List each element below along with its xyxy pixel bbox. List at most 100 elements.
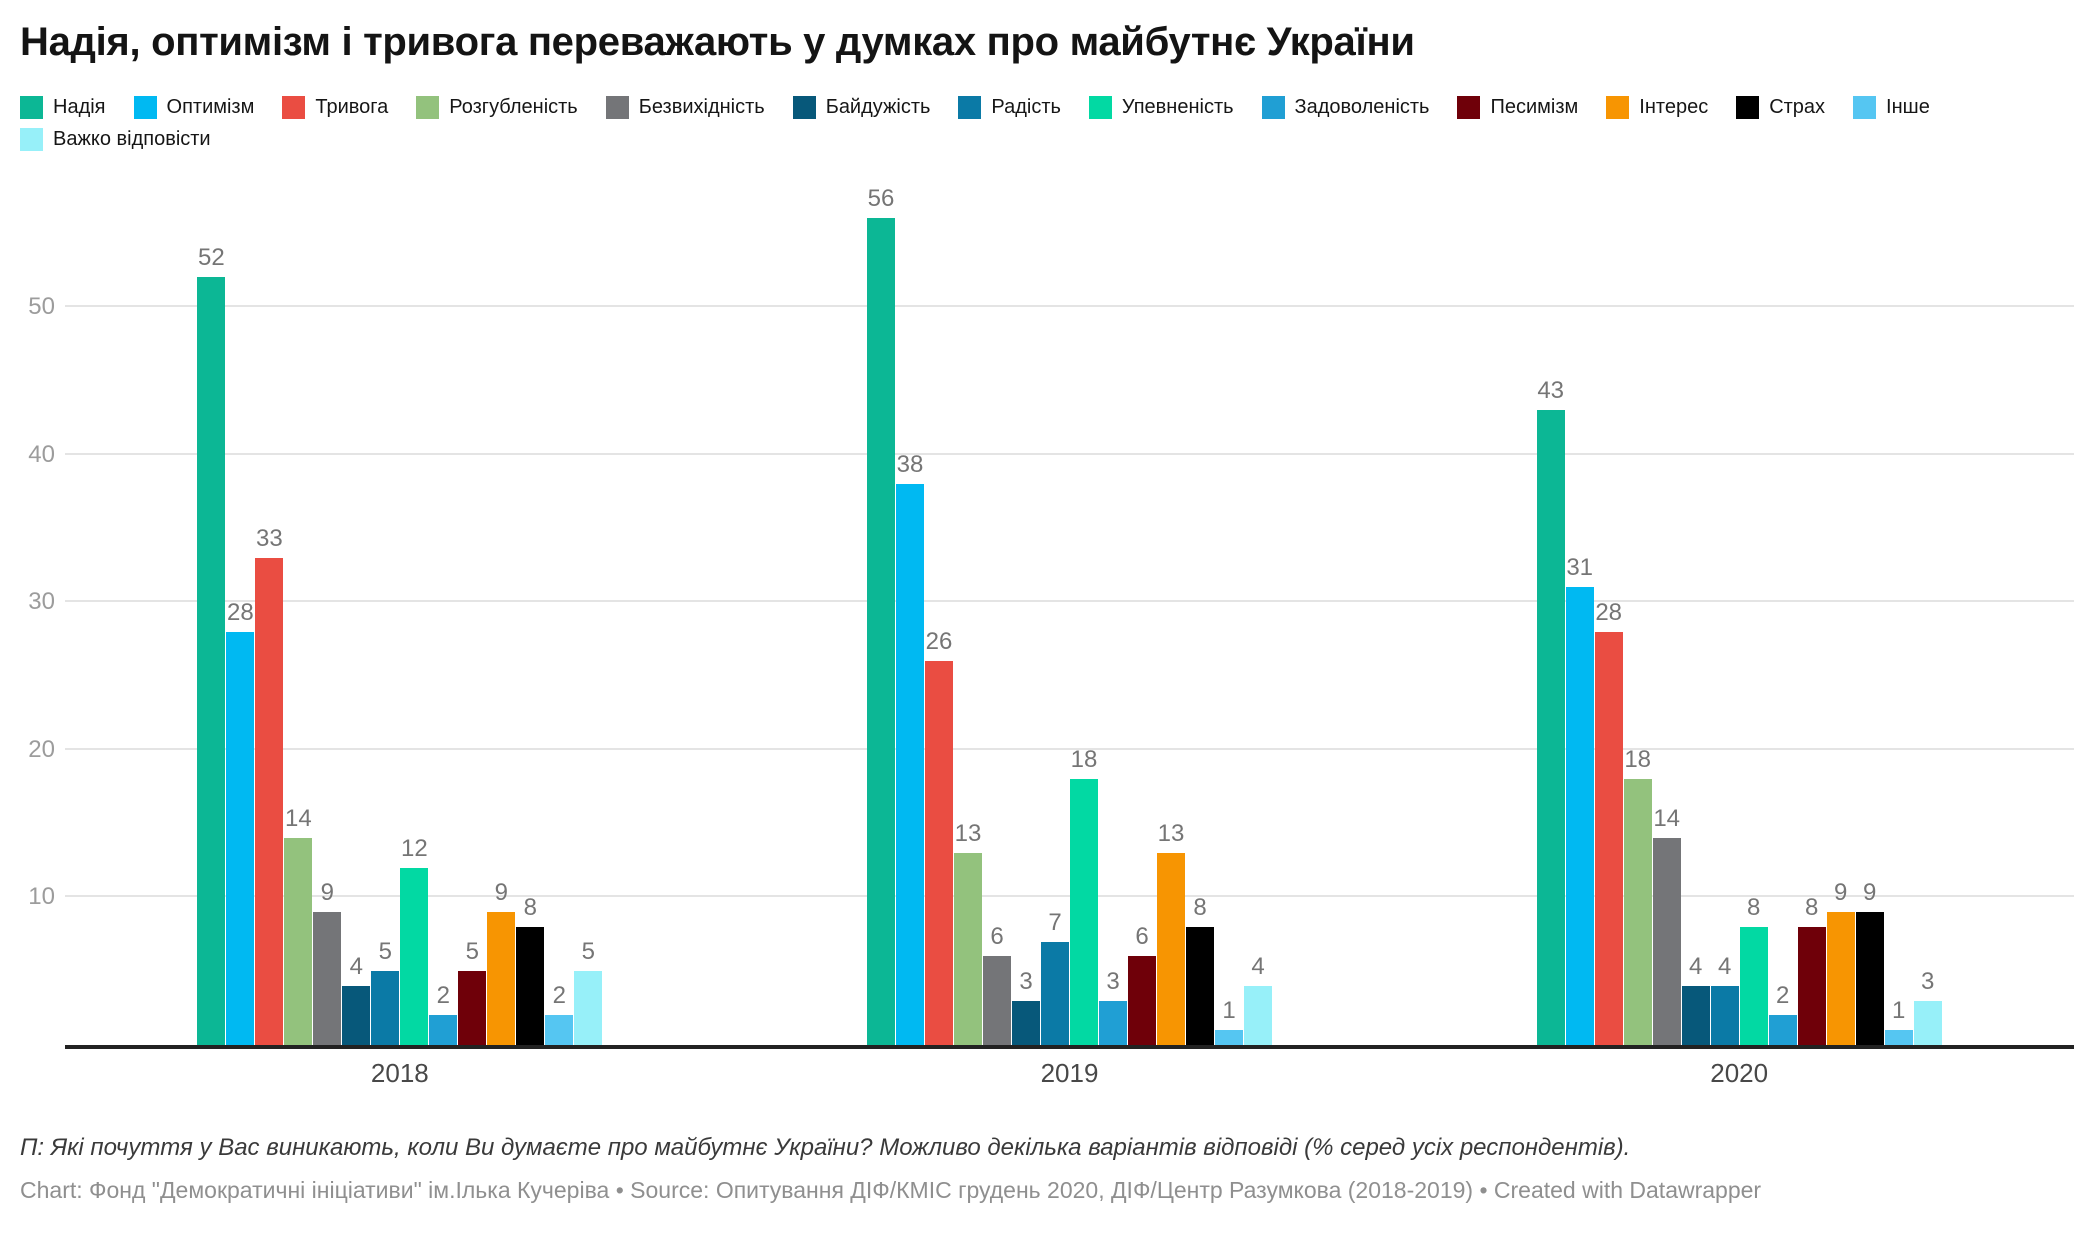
bar: 28 — [226, 599, 255, 1045]
bar-value-label: 56 — [867, 185, 895, 213]
bar-value-label: 6 — [1135, 923, 1149, 951]
bar-value-label: 33 — [255, 524, 283, 552]
legend-swatch — [416, 96, 440, 119]
bar-value-label: 18 — [1624, 746, 1652, 774]
bar-value-label: 7 — [1048, 908, 1062, 936]
legend-item-label: Радість — [991, 96, 1061, 118]
legend-item-label: Безвихідність — [638, 96, 765, 118]
bar: 28 — [1594, 599, 1623, 1045]
gridline — [65, 895, 2074, 898]
bar: 38 — [896, 451, 924, 1045]
gridline — [65, 305, 2074, 307]
bar-value-label: 2 — [552, 982, 567, 1010]
footer: П: Які почуття у Вас виникають, коли Ви … — [20, 1133, 2074, 1204]
bar: 3 — [1913, 968, 1942, 1045]
bar: 2 — [545, 982, 574, 1045]
bar-value-label: 12 — [400, 834, 428, 862]
bar: 26 — [925, 628, 953, 1045]
bar: 13 — [954, 820, 982, 1045]
legend-item-label: Страх — [1769, 96, 1826, 118]
bar-value-label: 3 — [1106, 967, 1120, 995]
bar: 12 — [400, 835, 429, 1045]
datawrapper-chart: Надія, оптимізм і тривога переважають у … — [20, 20, 2074, 1204]
bar: 1 — [1215, 997, 1243, 1045]
bar-value-label: 8 — [1746, 893, 1761, 921]
bar-value-label: 31 — [1566, 554, 1594, 582]
bar: 4 — [1681, 953, 1710, 1045]
bar: 1 — [1884, 997, 1913, 1045]
y-axis-tick-label: 10 — [28, 883, 55, 911]
bar-value-label: 9 — [1862, 879, 1877, 907]
legend-item-label: Задоволеність — [1294, 96, 1430, 118]
bar-value-label: 4 — [1717, 952, 1732, 980]
bar: 5 — [574, 938, 603, 1045]
bar: 4 — [1244, 953, 1272, 1045]
bar-value-label: 4 — [1688, 952, 1703, 980]
bar-value-label: 3 — [1019, 967, 1033, 995]
legend-item: Важко відповісти — [20, 128, 211, 151]
bar-value-label: 4 — [1251, 952, 1265, 980]
legend-item-label: Упевненість — [1121, 96, 1234, 118]
bar-value-label: 1 — [1891, 997, 1906, 1025]
legend-swatch — [605, 96, 629, 119]
legend-item-label: Розгубленість — [449, 96, 578, 118]
bar: 18 — [1070, 746, 1098, 1045]
bar: 4 — [342, 953, 371, 1045]
plot-area: 52 28 33 14 9 4 5 12 2 5 9 8 2 5 56 38 26 13 6 3 7 18 3 6 13 8 1 4 4… — [28, 185, 2074, 1049]
bar-value-label: 6 — [990, 923, 1004, 951]
gridline — [65, 452, 2074, 455]
bar-value-label: 18 — [1070, 746, 1098, 774]
legend-item: Байдужість — [792, 96, 930, 119]
legend-item: Тривога — [282, 96, 388, 119]
bar-value-label: 1 — [1222, 997, 1236, 1025]
bar-groups: 52 28 33 14 9 4 5 12 2 5 9 8 2 5 56 38 26 13 6 3 7 18 3 6 13 8 1 4 4… — [65, 185, 2074, 1045]
bar-value-label: 13 — [1157, 820, 1185, 848]
bar: 8 — [1739, 894, 1768, 1045]
legend-item: Безвихідність — [605, 96, 765, 119]
bar-group-2020: 43 31 28 18 14 4 4 8 2 8 9 9 1 3 — [1404, 219, 2074, 1045]
legend-swatch — [1261, 96, 1285, 119]
bar-value-label: 2 — [1775, 982, 1790, 1010]
bar-value-label: 28 — [1595, 598, 1623, 626]
chart-area: 52 28 33 14 9 4 5 12 2 5 9 8 2 5 56 38 26 13 6 3 7 18 3 6 13 8 1 4 4… — [20, 185, 2074, 1089]
bar: 56 — [867, 185, 895, 1045]
bar: 3 — [1099, 968, 1127, 1045]
x-axis-label: 2019 — [1040, 1058, 1099, 1088]
bar: 9 — [1826, 879, 1855, 1045]
bar: 2 — [429, 982, 458, 1045]
bar-value-label: 8 — [1804, 893, 1819, 921]
legend-swatch — [1736, 96, 1760, 119]
legend-item-label: Інтерес — [1639, 96, 1709, 118]
legend-item: Задоволеність — [1261, 96, 1430, 119]
y-axis-tick-label: 40 — [28, 440, 55, 468]
bar-value-label: 2 — [436, 982, 451, 1010]
bar-value-label: 9 — [320, 879, 335, 907]
bar-group-2019: 56 38 26 13 6 3 7 18 3 6 13 8 1 4 — [735, 185, 1405, 1045]
bar-value-label: 52 — [197, 244, 225, 272]
bar: 8 — [1186, 894, 1214, 1045]
bar: 13 — [1157, 820, 1185, 1045]
legend-item-label: Тривога — [315, 96, 389, 118]
legend-item: Упевненість — [1088, 96, 1234, 119]
gridline — [65, 600, 2074, 603]
legend-item-label: Песимізм — [1490, 96, 1579, 118]
bar: 31 — [1565, 554, 1594, 1045]
bar: 5 — [371, 938, 400, 1045]
bar-value-label: 5 — [465, 938, 480, 966]
y-axis-tick-label: 30 — [28, 588, 55, 616]
bar-value-label: 9 — [494, 879, 509, 907]
bar: 52 — [197, 244, 226, 1045]
legend-swatch — [133, 96, 157, 119]
bar: 8 — [1797, 894, 1826, 1045]
bar-value-label: 5 — [378, 938, 393, 966]
legend-item: Інше — [1853, 96, 1930, 119]
bar: 9 — [1855, 879, 1884, 1045]
footer-question: П: Які почуття у Вас виникають, коли Ви … — [20, 1134, 1631, 1161]
bar: 6 — [1128, 923, 1156, 1045]
legend-swatch — [958, 96, 982, 119]
bar: 2 — [1768, 982, 1797, 1045]
bar: 14 — [1652, 805, 1681, 1045]
legend-item-label: Оптимізм — [166, 96, 255, 118]
bar-value-label: 13 — [954, 820, 982, 848]
legend-item: Інтерес — [1606, 96, 1708, 119]
